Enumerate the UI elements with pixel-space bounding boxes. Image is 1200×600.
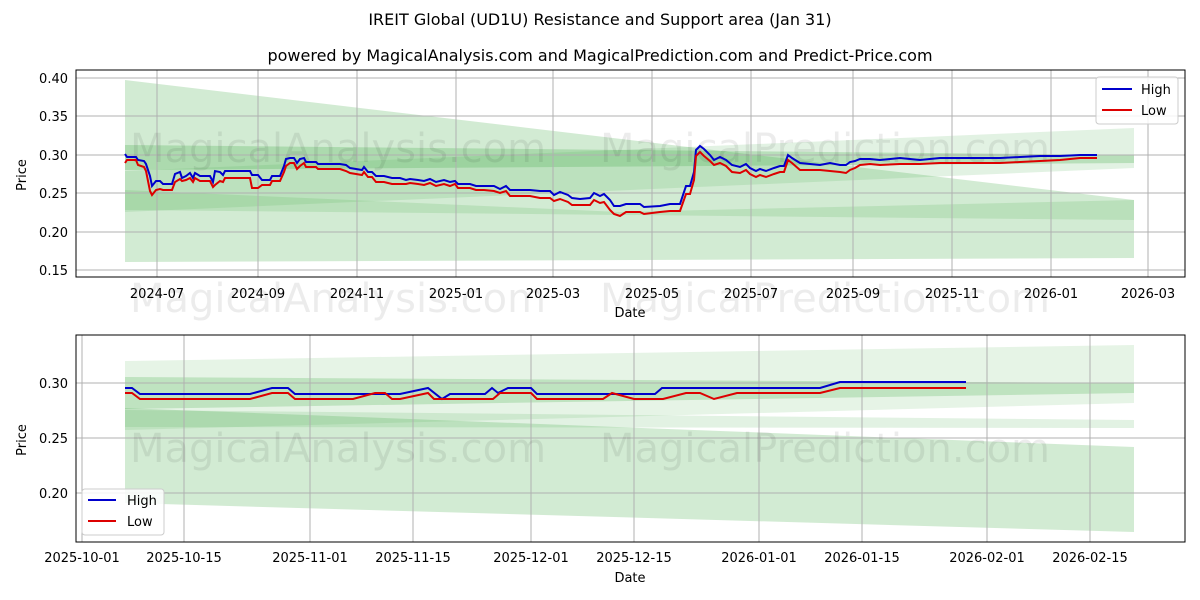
top-x-ticks: 2024-07 2024-09 2024-11 2025-01 2025-03 … [130,287,1175,302]
watermark-prediction-2: MagicalPrediction.com [600,276,1050,322]
svg-text:2025-11-15: 2025-11-15 [375,551,451,566]
svg-text:2025-10-01: 2025-10-01 [44,551,120,566]
chart-title: IREIT Global (UD1U) Resistance and Suppo… [368,10,832,29]
svg-text:2024-11: 2024-11 [330,287,384,302]
watermark-prediction-3: MagicalPrediction.com [600,426,1050,472]
svg-text:2025-07: 2025-07 [724,287,778,302]
svg-text:0.25: 0.25 [39,432,68,447]
legend-high-label: High [127,494,157,509]
svg-text:2026-01-15: 2026-01-15 [824,551,900,566]
watermark-analysis: MagicalAnalysis.com [130,126,546,172]
svg-text:2026-02-01: 2026-02-01 [949,551,1025,566]
svg-text:0.25: 0.25 [39,187,68,202]
watermark-analysis-2: MagicalAnalysis.com [130,276,546,322]
svg-text:2025-12-15: 2025-12-15 [596,551,672,566]
high-line [124,144,1097,209]
top-y-label: Price [15,159,30,191]
top-chart: MagicalAnalysis.com MagicalPrediction.co… [15,69,1186,322]
low-line [125,387,966,401]
svg-text:2026-01: 2026-01 [1024,287,1078,302]
svg-text:2025-03: 2025-03 [526,287,580,302]
svg-text:0.30: 0.30 [39,377,68,392]
svg-text:2025-09: 2025-09 [826,287,880,302]
svg-text:0.20: 0.20 [39,487,68,502]
top-legend: High Low [1095,76,1179,125]
svg-text:2024-07: 2024-07 [130,287,184,302]
resistance-band [125,145,1134,170]
svg-text:0.20: 0.20 [39,226,68,241]
high-line [125,381,966,401]
support-band [125,345,1134,430]
bottom-y-label: Price [15,424,30,456]
bottom-chart: MagicalAnalysis.com MagicalPrediction.co… [15,334,1186,586]
bottom-legend: High Low [81,488,165,536]
bottom-x-ticks: 2025-10-01 2025-10-15 2025-11-01 2025-11… [44,551,1128,566]
svg-text:2026-02-15: 2026-02-15 [1052,551,1128,566]
outer-band [125,80,1134,262]
support-band [125,128,1134,212]
bottom-x-label: Date [614,571,645,586]
grid [76,335,1185,542]
svg-text:0.15: 0.15 [39,264,68,279]
legend-low-label: Low [1141,104,1167,119]
inner-band [125,410,1134,428]
svg-text:2026-03: 2026-03 [1121,287,1175,302]
chart-subtitle: powered by MagicalAnalysis.com and Magic… [267,46,933,65]
svg-text:2025-12-01: 2025-12-01 [493,551,569,566]
legend-low-label: Low [127,515,153,530]
svg-text:2025-01: 2025-01 [429,287,483,302]
bottom-plot-frame [75,334,1186,543]
watermark-prediction: MagicalPrediction.com [600,126,1050,172]
watermark-analysis-3: MagicalAnalysis.com [130,426,546,472]
svg-text:2025-10-15: 2025-10-15 [146,551,222,566]
top-x-label: Date [614,306,645,321]
svg-text:0.35: 0.35 [39,110,68,125]
svg-text:0.30: 0.30 [39,149,68,164]
svg-text:2025-05: 2025-05 [625,287,679,302]
inner-band [125,190,1134,220]
top-y-ticks: 0.40 0.35 0.30 0.25 0.20 0.15 [39,72,68,279]
svg-text:2024-09: 2024-09 [231,287,285,302]
svg-text:2025-11: 2025-11 [925,287,979,302]
svg-text:0.40: 0.40 [39,72,68,87]
grid [76,70,1185,277]
bottom-y-ticks: 0.30 0.25 0.20 [39,377,68,502]
low-line [124,150,1097,218]
top-plot-frame [75,69,1186,278]
outer-band [125,408,1134,532]
legend-high-label: High [1141,83,1171,98]
svg-text:2025-11-01: 2025-11-01 [272,551,348,566]
svg-text:2026-01-01: 2026-01-01 [721,551,797,566]
